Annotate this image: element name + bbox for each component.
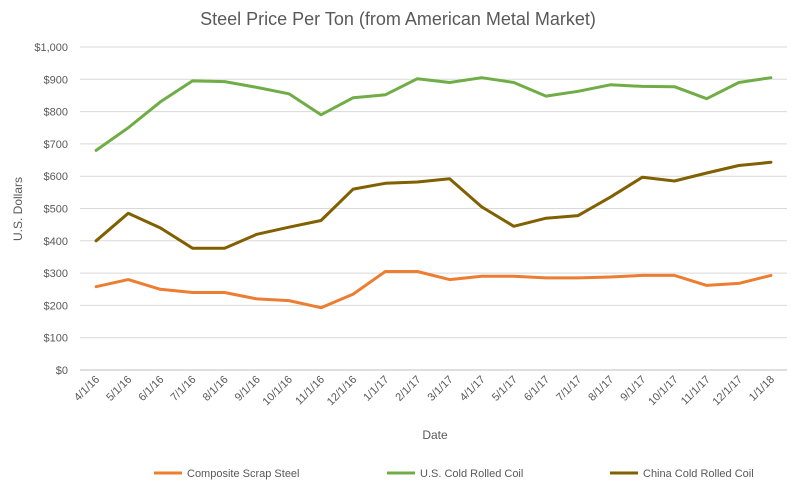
legend-label: U.S. Cold Rolled Coil [420,468,523,480]
y-axis-tick-labels: $0 $100 $200 $300 $400 $500 $600 $700 $800 $900 $1… [34,42,68,377]
y-tick-label: $500 [44,204,68,216]
series-line-china-cold-rolled-coil [94,160,773,250]
y-tick-label: $100 [44,333,68,345]
legend-label: Composite Scrap Steel [187,468,300,480]
y-tick-label: $900 [44,74,68,86]
series-line-u-s-cold-rolled-coil [94,76,773,152]
series-line-composite-scrap-steel [94,270,773,310]
y-tick-label: $200 [44,300,68,312]
x-axis-title: Date [422,428,448,442]
y-tick-label: $0 [56,365,68,377]
legend-label: China Cold Rolled Coil [643,468,754,480]
chart-title: Steel Price Per Ton (from American Metal… [200,9,596,29]
legend: Composite Scrap Steel U.S. Cold Rolled Co… [154,468,754,480]
y-tick-label: $400 [44,236,68,248]
y-tick-label: $600 [44,171,68,183]
y-tick-label: $700 [44,139,68,151]
series-lines [94,76,773,310]
y-axis-title: U.S. Dollars [11,177,25,241]
y-tick-label: $1,000 [34,42,68,54]
y-tick-label: $300 [44,268,68,280]
y-tick-label: $800 [44,107,68,119]
